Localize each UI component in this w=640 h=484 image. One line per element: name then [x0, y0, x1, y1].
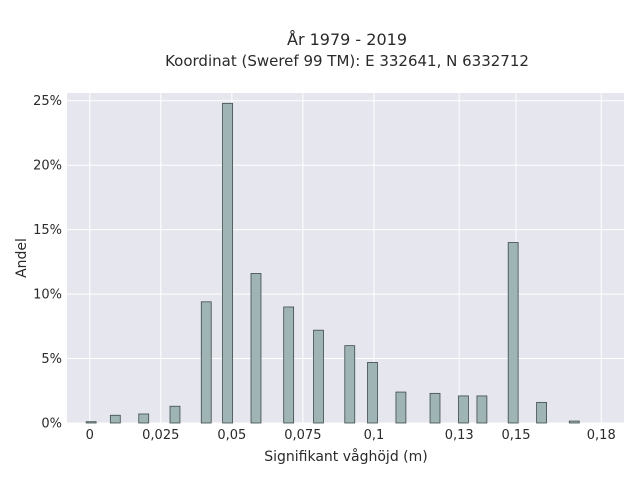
chart-title-line-1: År 1979 - 2019 [287, 30, 407, 49]
x-tick-label: 0 [86, 428, 94, 443]
histogram-bar [507, 242, 519, 424]
histogram-bar [313, 329, 324, 424]
histogram-bar [85, 421, 97, 424]
histogram-bar [200, 301, 212, 424]
histogram-bar [109, 414, 121, 424]
histogram-bar [476, 395, 488, 424]
x-axis-label: Signifikant våghöjd (m) [264, 448, 427, 465]
histogram-bar [458, 395, 469, 424]
histogram-bar [568, 420, 580, 424]
histogram-bar [429, 392, 441, 424]
y-tick-label: 5% [41, 352, 62, 367]
y-axis-ticks: 0% 5% 10% 15% 20% 25% [33, 94, 62, 431]
histogram-bar [222, 102, 233, 424]
histogram-bar [283, 306, 295, 424]
histogram-bar [138, 413, 150, 424]
chart-title-line-2: Koordinat (Sweref 99 TM): E 332641, N 63… [165, 52, 529, 70]
y-axis-label: Andel [14, 238, 30, 278]
y-tick-label: 25% [33, 94, 62, 109]
x-tick-label: 0,13 [445, 428, 474, 443]
x-tick-label: 0,18 [587, 428, 616, 443]
histogram-bar [367, 362, 378, 424]
y-tick-label: 20% [33, 159, 62, 174]
y-tick-label: 0% [41, 417, 62, 432]
x-tick-label: 0,15 [502, 428, 531, 443]
bars [85, 102, 580, 424]
x-tick-label: 0,025 [142, 428, 179, 443]
histogram-bar [344, 345, 356, 424]
histogram-bar [395, 391, 407, 424]
x-tick-label: 0,1 [364, 428, 385, 443]
y-tick-label: 15% [33, 223, 62, 238]
x-tick-label: 0,05 [217, 428, 246, 443]
histogram-bar [250, 273, 262, 424]
histogram-bar [169, 405, 181, 424]
x-tick-label: 0,075 [284, 428, 321, 443]
histogram-bar [536, 401, 547, 424]
y-tick-label: 10% [33, 288, 62, 303]
x-axis-ticks: 0 0,025 0,05 0,075 0,1 0,13 0,15 0,18 [86, 428, 616, 443]
